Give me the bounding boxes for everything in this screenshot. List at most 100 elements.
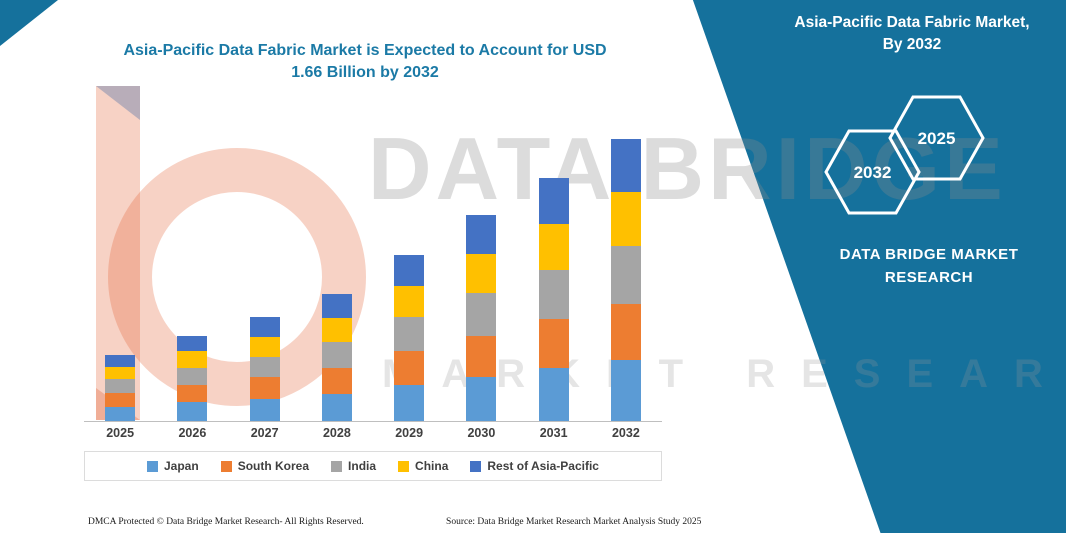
- bar-segment-china: [394, 286, 425, 317]
- chart-title-line2: 1.66 Billion by 2032: [291, 64, 439, 82]
- bar-segment-south-korea: [321, 368, 352, 394]
- legend-label-south-korea: South Korea: [237, 459, 310, 473]
- bar-segment-rest-of-asia-pacific: [466, 215, 497, 254]
- bar-column-2029: [388, 255, 430, 421]
- bar-segment-japan: [610, 360, 641, 421]
- footer-copyright: DMCA Protected © Data Bridge Market Rese…: [88, 517, 364, 527]
- legend-item-japan: Japan: [147, 459, 199, 473]
- bar-segment-rest-of-asia-pacific: [321, 294, 352, 318]
- hexagon-badges: 2032 2025: [824, 95, 985, 215]
- legend-swatch-china: [398, 460, 410, 472]
- stacked-bar-2030: [466, 215, 497, 421]
- bar-segment-india: [177, 368, 208, 385]
- panel-heading-line2: By 2032: [882, 36, 942, 54]
- bar-segment-india: [249, 357, 280, 377]
- bar-segment-japan: [105, 407, 136, 421]
- bar-segment-south-korea: [249, 377, 280, 399]
- bar-segment-china: [177, 351, 208, 368]
- bar-segment-south-korea: [177, 385, 208, 402]
- bar-segment-india: [538, 270, 569, 319]
- x-axis-label-2032: 2032: [611, 426, 640, 440]
- legend-item-south-korea: South Korea: [220, 459, 310, 473]
- legend-label-india: India: [348, 459, 377, 473]
- brand-name-line2: RESEARCH: [884, 269, 974, 287]
- brand-name-line1: DATA BRIDGE MARKET: [839, 246, 1019, 263]
- bar-column-2030: [460, 215, 502, 421]
- bar-segment-japan: [394, 385, 425, 421]
- legend-swatch-india: [331, 460, 343, 472]
- legend-item-rest-of-asia-pacific: Rest of Asia-Pacific: [470, 459, 599, 473]
- bar-segment-rest-of-asia-pacific: [610, 139, 641, 192]
- stacked-bar-2027: [249, 317, 280, 421]
- legend-label-china: China: [415, 459, 449, 473]
- legend-item-india: India: [331, 459, 376, 473]
- bar-segment-south-korea: [105, 393, 136, 407]
- stacked-bar-2028: [321, 294, 352, 421]
- bar-column-2026: [171, 336, 213, 421]
- legend-swatch-south-korea: [220, 460, 232, 472]
- bar-segment-japan: [538, 368, 569, 421]
- panel-heading: Asia-Pacific Data Fabric Market, By 2032: [772, 12, 1052, 57]
- chart-title-line1: Asia-Pacific Data Fabric Market is Expec…: [123, 42, 607, 59]
- bar-segment-south-korea: [466, 336, 497, 377]
- chart-legend: Japan South Korea India China Rest of Asia-P…: [84, 451, 662, 481]
- hexagon-2025-label: 2025: [918, 129, 956, 148]
- bar-segment-south-korea: [394, 351, 425, 385]
- bar-segment-india: [466, 293, 497, 336]
- bar-segment-japan: [177, 402, 208, 421]
- chart-columns: [84, 130, 662, 422]
- legend-label-rest-of-asia-pacific: Rest of Asia-Pacific: [487, 459, 599, 473]
- bar-segment-china: [249, 337, 280, 357]
- x-axis-label-2031: 2031: [539, 426, 568, 440]
- chart-x-labels: 2025 2026 2027 2028 2029 2030 2031 2032: [84, 426, 662, 440]
- chart-title: Asia-Pacific Data Fabric Market is Expec…: [60, 40, 670, 85]
- bar-segment-rest-of-asia-pacific: [394, 255, 425, 286]
- bar-segment-india: [321, 342, 352, 368]
- legend-swatch-rest-of-asia-pacific: [470, 460, 482, 472]
- stacked-bar-2032: [610, 139, 641, 421]
- stacked-bar-2026: [177, 336, 208, 421]
- legend-label-japan: Japan: [164, 459, 199, 473]
- x-axis-label-2027: 2027: [250, 426, 279, 440]
- x-axis-label-2025: 2025: [106, 426, 135, 440]
- bar-segment-china: [321, 318, 352, 342]
- stacked-bar-2025: [105, 355, 136, 421]
- legend-swatch-japan: [147, 460, 158, 472]
- bar-segment-india: [105, 379, 136, 393]
- hexagon-2032: [824, 129, 921, 215]
- x-axis-label-2028: 2028: [322, 426, 351, 440]
- bar-segment-japan: [466, 377, 497, 421]
- brand-name: DATA BRIDGE MARKET RESEARCH: [800, 243, 1058, 290]
- bar-column-2027: [244, 317, 286, 421]
- hexagon-2032-label: 2032: [854, 163, 892, 182]
- bar-segment-japan: [321, 394, 352, 421]
- bar-segment-south-korea: [538, 319, 569, 368]
- hexagon-2025: [888, 95, 985, 181]
- bar-segment-rest-of-asia-pacific: [249, 317, 280, 337]
- bar-segment-china: [105, 367, 136, 379]
- bar-segment-rest-of-asia-pacific: [177, 336, 208, 351]
- bar-segment-japan: [249, 399, 280, 421]
- bar-column-2025: [99, 355, 141, 421]
- footer-source: Source: Data Bridge Market Research Mark…: [446, 517, 702, 527]
- bar-segment-rest-of-asia-pacific: [538, 178, 569, 224]
- stacked-bar-2029: [394, 255, 425, 421]
- bar-segment-south-korea: [610, 304, 641, 360]
- x-axis-label-2026: 2026: [178, 426, 207, 440]
- legend-item-china: China: [398, 459, 448, 473]
- x-axis-label-2030: 2030: [467, 426, 496, 440]
- bar-column-2028: [316, 294, 358, 421]
- bar-segment-rest-of-asia-pacific: [105, 355, 136, 367]
- corner-triangle-decoration: [0, 0, 58, 46]
- footer: DMCA Protected © Data Bridge Market Rese…: [88, 517, 708, 527]
- bar-column-2031: [533, 178, 575, 421]
- bar-column-2032: [605, 139, 647, 421]
- stacked-bar-2031: [538, 178, 569, 421]
- panel-heading-line1: Asia-Pacific Data Fabric Market,: [794, 14, 1030, 31]
- bar-segment-china: [610, 192, 641, 246]
- x-axis-label-2029: 2029: [395, 426, 424, 440]
- bar-segment-china: [538, 224, 569, 270]
- bar-segment-china: [466, 254, 497, 293]
- bar-segment-india: [610, 246, 641, 304]
